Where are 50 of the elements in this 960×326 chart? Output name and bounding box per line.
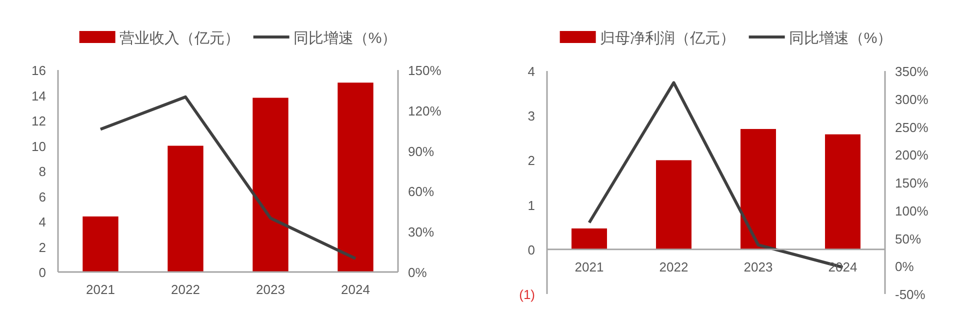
y2-tick-label: 30% (408, 224, 434, 240)
y2-tick-label: -50% (895, 287, 926, 302)
y-tick-label: 2 (528, 153, 535, 168)
y2-tick-label: 120% (408, 103, 442, 118)
y2-tick-label: 100% (895, 203, 929, 218)
legend-label: 同比增速（%） (788, 30, 892, 47)
x-tick-label: 2022 (171, 282, 200, 297)
y2-tick-label: 0% (895, 259, 914, 274)
x-tick-label: 2024 (341, 282, 370, 297)
bar (252, 98, 288, 272)
y-tick-label: 12 (32, 114, 46, 128)
bar (740, 128, 776, 250)
bar (168, 146, 204, 272)
legend-label: 同比增速（%） (293, 30, 397, 47)
y2-tick-label: 250% (895, 120, 929, 135)
y-tick-label: 8 (38, 164, 46, 179)
y2-tick-label: 200% (895, 148, 929, 163)
line-series (99, 95, 357, 260)
y2-tick-label: 350% (895, 64, 929, 79)
y-tick-label: 6 (38, 189, 46, 204)
y-tick-label: 4 (528, 64, 535, 79)
x-tick-label: 2021 (574, 259, 604, 274)
bar (82, 216, 118, 272)
y-tick-label: 16 (32, 63, 46, 78)
y2-tick-label: 90% (408, 144, 434, 159)
y2-tick-label: 60% (408, 184, 434, 200)
x-tick-label: 2023 (744, 259, 773, 274)
y-tick-label: 3 (528, 108, 535, 124)
y-tick-label: 10 (32, 138, 46, 154)
y-tick-label: (1) (519, 287, 535, 302)
y-tick-label: 14 (32, 88, 46, 104)
y-tick-label: 0 (528, 242, 535, 258)
y-tick-label: 2 (38, 240, 46, 255)
x-tick-label: 2023 (256, 282, 285, 297)
y-tick-label: 0 (38, 265, 46, 280)
bar (656, 160, 692, 250)
y2-tick-label: 0% (408, 265, 428, 280)
legend-label: 归母净利润（亿元） (600, 30, 735, 47)
x-tick-label: 2021 (86, 282, 115, 297)
y2-tick-label: 150% (895, 176, 929, 190)
legend-label: 营业收入（亿元） (119, 30, 240, 47)
bar (825, 134, 860, 250)
y-tick-label: 1 (528, 198, 535, 213)
bar (338, 82, 374, 272)
bar (572, 228, 607, 250)
y-tick-label: 4 (38, 214, 46, 230)
y2-tick-label: 300% (895, 92, 929, 107)
y2-tick-label: 50% (895, 231, 922, 246)
y2-tick-label: 150% (408, 63, 442, 78)
x-tick-label: 2022 (659, 259, 688, 274)
